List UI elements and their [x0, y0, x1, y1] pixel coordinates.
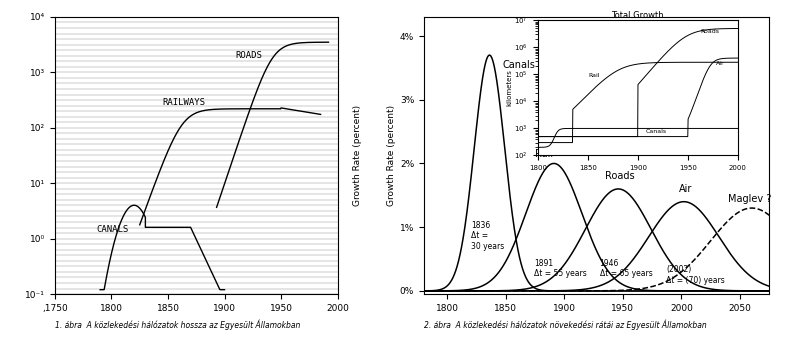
Text: 1836
Δt =
30 years: 1836 Δt = 30 years	[471, 221, 504, 250]
Text: Roads: Roads	[701, 29, 720, 33]
Text: CANALS: CANALS	[97, 225, 129, 234]
Y-axis label: kilometers: kilometers	[507, 69, 513, 106]
Y-axis label: Growth Rate (percent): Growth Rate (percent)	[387, 105, 396, 206]
Text: RAILWAYS: RAILWAYS	[162, 98, 206, 107]
Text: Air: Air	[716, 61, 725, 66]
Text: Rail: Rail	[535, 149, 553, 159]
Text: Canals: Canals	[646, 129, 667, 135]
Text: (2002)
Δt = (70) years: (2002) Δt = (70) years	[666, 265, 725, 285]
Text: 1946
Δt = 65 years: 1946 Δt = 65 years	[600, 259, 652, 279]
Text: Rail: Rail	[589, 73, 601, 78]
Title: Total Growth: Total Growth	[612, 10, 664, 20]
Text: Canals: Canals	[502, 60, 535, 70]
Text: Air: Air	[679, 184, 692, 194]
Text: ROADS: ROADS	[236, 51, 263, 60]
Text: 2. ábra  A közlekedési hálózatok növekedési rátái az Egyesült Államokban: 2. ábra A közlekedési hálózatok növekedé…	[424, 319, 706, 330]
Text: 1891
Δt = 55 years: 1891 Δt = 55 years	[534, 259, 586, 279]
Text: Maglev ?: Maglev ?	[728, 194, 772, 204]
Text: Roads: Roads	[605, 171, 635, 182]
Text: Growth Rate (percent): Growth Rate (percent)	[352, 105, 362, 206]
Text: 1. ábra  A közlekedési hálózatok hossza az Egyesült Államokban: 1. ábra A közlekedési hálózatok hossza a…	[55, 319, 301, 330]
